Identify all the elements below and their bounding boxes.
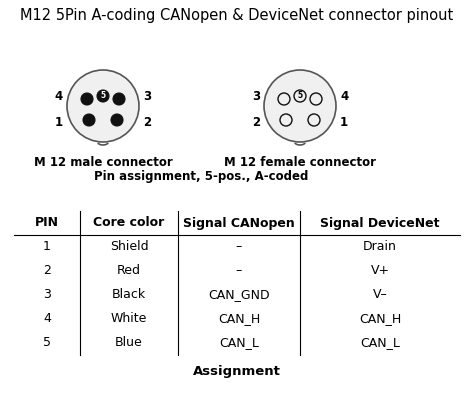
Circle shape bbox=[83, 114, 95, 126]
Text: 3: 3 bbox=[43, 289, 51, 301]
Text: 2: 2 bbox=[143, 116, 151, 128]
Text: Signal DeviceNet: Signal DeviceNet bbox=[320, 217, 440, 230]
Circle shape bbox=[294, 90, 306, 102]
Text: 1: 1 bbox=[55, 116, 63, 128]
Text: 4: 4 bbox=[340, 91, 348, 103]
Text: Assignment: Assignment bbox=[193, 365, 281, 378]
Text: Blue: Blue bbox=[115, 337, 143, 350]
Text: 4: 4 bbox=[55, 91, 63, 103]
Text: 3: 3 bbox=[143, 91, 151, 103]
Text: Shield: Shield bbox=[109, 240, 148, 253]
Text: CAN_L: CAN_L bbox=[219, 337, 259, 350]
Text: CAN_GND: CAN_GND bbox=[208, 289, 270, 301]
Circle shape bbox=[113, 93, 125, 105]
Circle shape bbox=[97, 90, 109, 102]
Circle shape bbox=[111, 114, 123, 126]
Text: 5: 5 bbox=[100, 91, 106, 101]
Text: CAN_H: CAN_H bbox=[359, 312, 401, 326]
Circle shape bbox=[67, 70, 139, 142]
Text: 5: 5 bbox=[298, 91, 302, 101]
Circle shape bbox=[310, 93, 322, 105]
Text: 1: 1 bbox=[43, 240, 51, 253]
Text: 4: 4 bbox=[43, 312, 51, 326]
Text: PIN: PIN bbox=[35, 217, 59, 230]
Circle shape bbox=[280, 114, 292, 126]
Text: M 12 female connector: M 12 female connector bbox=[224, 156, 376, 169]
Text: 2: 2 bbox=[252, 116, 260, 128]
Text: –: – bbox=[236, 240, 242, 253]
Text: 5: 5 bbox=[43, 337, 51, 350]
Circle shape bbox=[81, 93, 93, 105]
Text: CAN_H: CAN_H bbox=[218, 312, 260, 326]
Text: Pin assignment, 5-pos., A-coded: Pin assignment, 5-pos., A-coded bbox=[94, 170, 309, 183]
Text: V–: V– bbox=[373, 289, 387, 301]
Text: Core color: Core color bbox=[93, 217, 164, 230]
Text: Signal CANopen: Signal CANopen bbox=[183, 217, 295, 230]
Text: CAN_L: CAN_L bbox=[360, 337, 400, 350]
Text: 2: 2 bbox=[43, 265, 51, 278]
Text: Drain: Drain bbox=[363, 240, 397, 253]
Circle shape bbox=[278, 93, 290, 105]
Text: 3: 3 bbox=[252, 91, 260, 103]
Circle shape bbox=[308, 114, 320, 126]
Text: M 12 male connector: M 12 male connector bbox=[34, 156, 173, 169]
Text: Black: Black bbox=[112, 289, 146, 301]
Text: V+: V+ bbox=[371, 265, 390, 278]
Text: Red: Red bbox=[117, 265, 141, 278]
Text: White: White bbox=[111, 312, 147, 326]
Text: –: – bbox=[236, 265, 242, 278]
Circle shape bbox=[264, 70, 336, 142]
Text: 1: 1 bbox=[340, 116, 348, 128]
Text: M12 5Pin A-coding CANopen & DeviceNet connector pinout: M12 5Pin A-coding CANopen & DeviceNet co… bbox=[20, 8, 454, 23]
